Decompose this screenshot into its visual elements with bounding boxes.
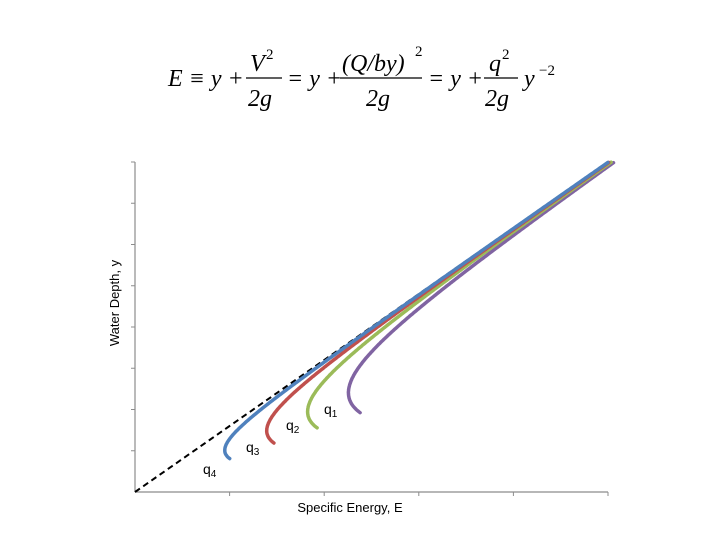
series-group <box>223 160 616 461</box>
fraction-3-numerator: q <box>489 51 501 77</box>
fraction-2-numerator: (Q/by) <box>342 51 405 77</box>
curve-label-q2: q2 <box>286 417 300 436</box>
fraction-3-numerator-exponent: 2 <box>502 47 510 63</box>
equation-tail: y <box>522 66 535 92</box>
x-axis-title: Specific Energy, E <box>297 500 403 515</box>
equation-part-2: = y + <box>287 66 342 92</box>
equation-fraction-1: V 2 2g <box>246 47 282 112</box>
fraction-3-denominator: 2g <box>485 86 509 112</box>
equation-fraction-2: (Q/by) 2 2g <box>340 44 423 112</box>
series-line-q2 <box>305 160 613 430</box>
curve-label-q4: q4 <box>203 461 217 480</box>
curve-label-q3: q3 <box>246 439 260 458</box>
fraction-2-denominator: 2g <box>366 86 390 112</box>
equation-fraction-3: q 2 2g <box>484 47 518 112</box>
series-line-q1 <box>346 160 616 415</box>
equation-tail-exponent: −2 <box>539 63 555 79</box>
series-line-q4 <box>223 160 610 461</box>
equation-part-3: = y + <box>428 66 483 92</box>
curve-label-q1: q1 <box>324 401 338 420</box>
curve-labels: q1 q2 q3 q4 <box>203 401 338 480</box>
specific-energy-equation: E ≡ y + V 2 2g = y + (Q/by) 2 2g = y + q… <box>167 44 555 112</box>
fraction-2-numerator-exponent: 2 <box>415 44 423 60</box>
x-axis-ticks <box>229 492 609 496</box>
equation-lhs: E ≡ y + <box>167 66 244 92</box>
fraction-1-denominator: 2g <box>248 86 272 112</box>
chart-axes <box>131 161 609 496</box>
fraction-1-numerator-exponent: 2 <box>266 47 274 63</box>
fraction-1-numerator: V <box>250 51 267 77</box>
y-axis-title: Water Depth, y <box>107 259 122 346</box>
y-axis-ticks <box>131 161 135 452</box>
